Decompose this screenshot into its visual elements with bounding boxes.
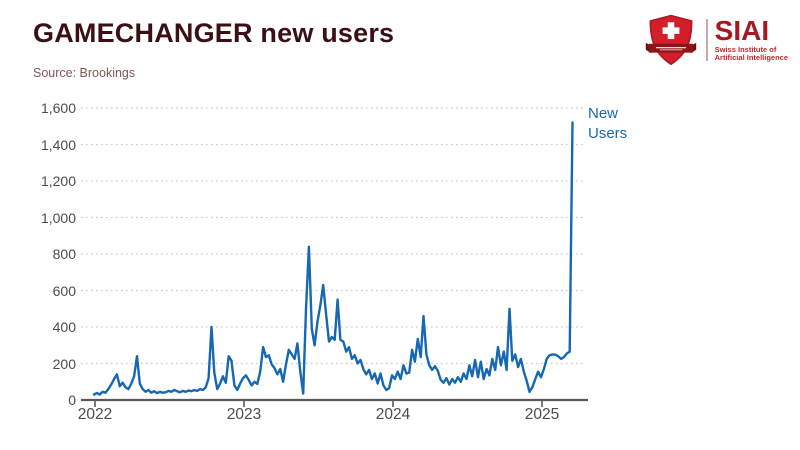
page-title: GAMECHANGER new users <box>33 18 395 48</box>
source-note: Source: Brookings <box>33 66 136 80</box>
y-tick-label: 600 <box>52 282 76 299</box>
y-tick-label: 400 <box>52 319 76 335</box>
siai-subtitle-line2: Artificial Intelligence <box>714 53 788 62</box>
siai-logo: SIAI Swiss Institute of Artificial Intel… <box>643 11 788 69</box>
logo-text-block: SIAI Swiss Institute of Artificial Intel… <box>714 14 788 63</box>
y-tick-label: 800 <box>52 246 76 262</box>
y-tick-label: 1,200 <box>40 173 76 189</box>
x-tick-label: 2023 <box>226 406 262 423</box>
x-tick-label: 2025 <box>524 406 560 423</box>
siai-wordmark: SIAI <box>714 14 770 46</box>
logo-divider <box>705 19 708 61</box>
series-label: New Users <box>588 105 628 142</box>
siai-subtitle-line1: Swiss Institute of <box>714 44 777 54</box>
y-tick-label: 1,000 <box>40 209 76 226</box>
data-series-line <box>92 121 574 396</box>
y-tick-label: 1,600 <box>40 100 76 116</box>
y-tick-label: 200 <box>52 355 76 372</box>
swiss-shield-icon <box>643 12 699 68</box>
y-tick-label: 0 <box>68 392 76 408</box>
y-tick-label: 1,400 <box>40 136 76 153</box>
x-tick-label: 2024 <box>375 406 411 423</box>
siai-subtitle: Swiss Institute of Artificial Intelligen… <box>714 44 788 63</box>
x-tick-label: 2022 <box>77 406 113 423</box>
